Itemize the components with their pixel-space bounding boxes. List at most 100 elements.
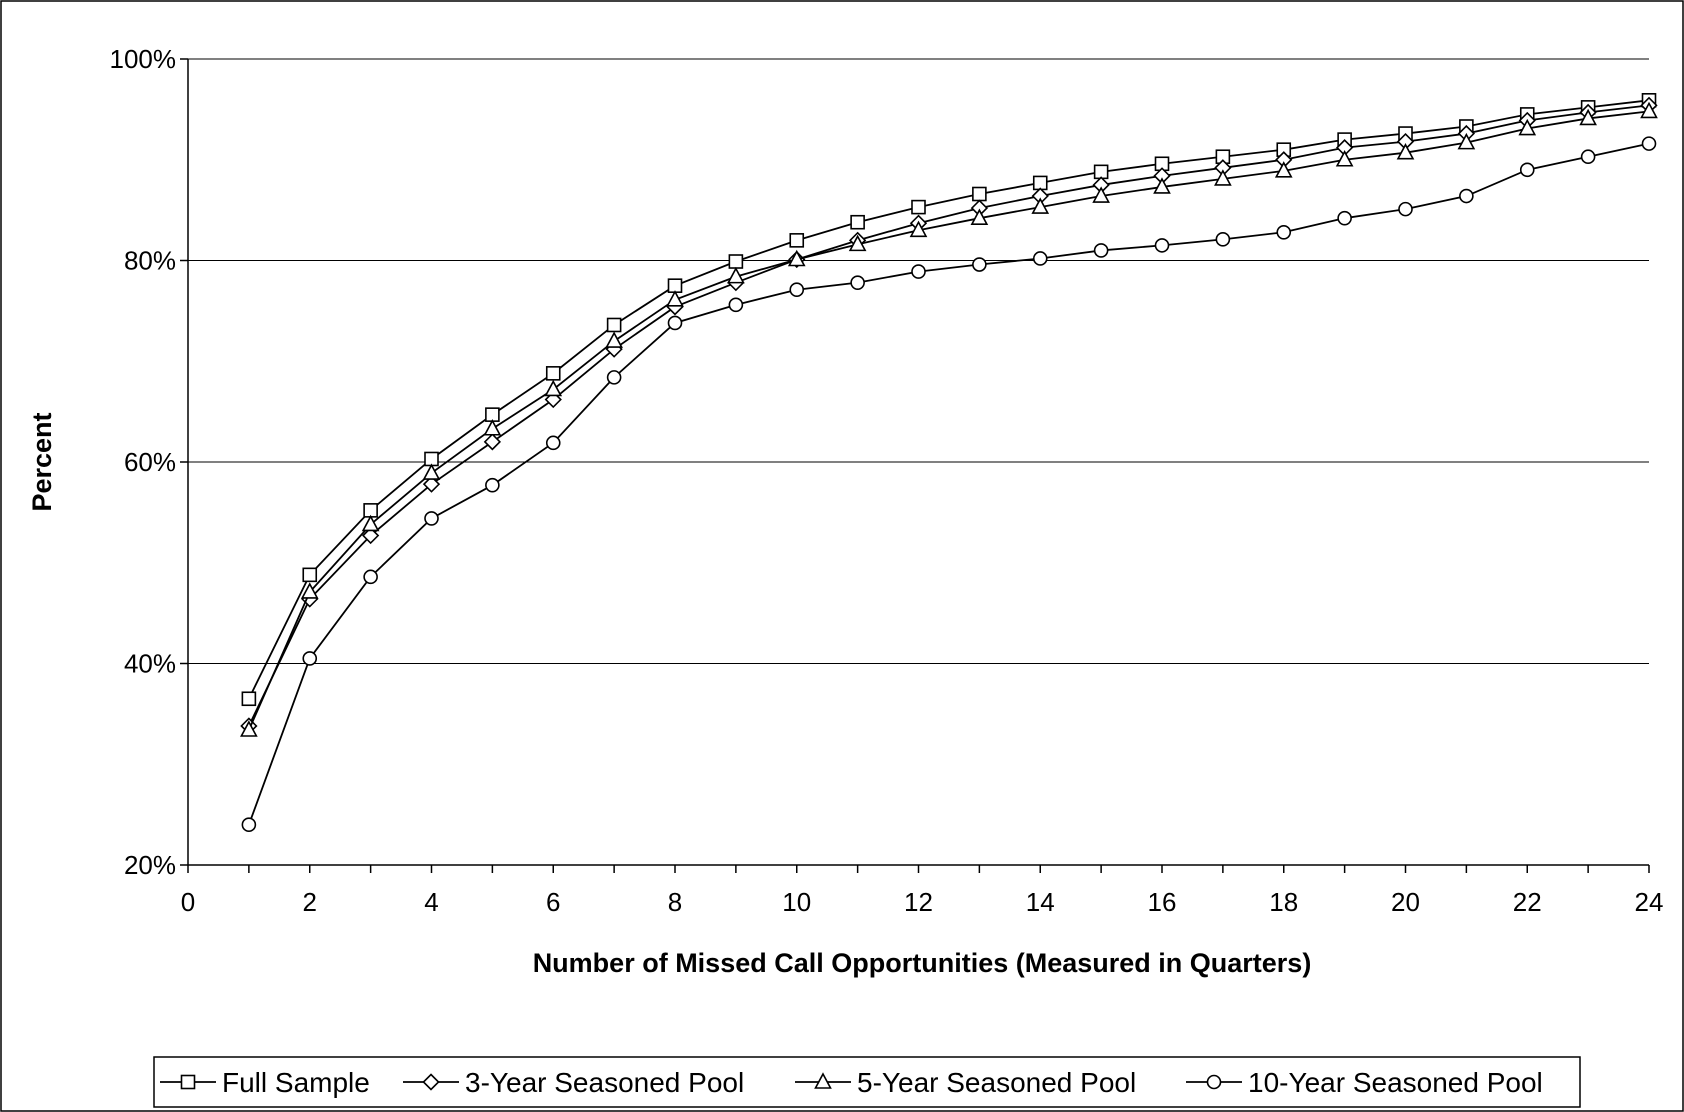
data-point-triangle	[970, 208, 989, 225]
data-point-triangle	[1518, 118, 1537, 136]
x-tick-label: 14	[1026, 887, 1055, 917]
x-tick-label: 16	[1148, 887, 1177, 917]
legend-label: 3-Year Seasoned Pool	[465, 1067, 744, 1098]
data-point-triangle	[1031, 197, 1050, 214]
x-tick-label: 0	[181, 887, 195, 917]
data-point-circle	[1154, 238, 1170, 253]
x-tick-label: 12	[904, 887, 933, 917]
data-point-triangle	[1457, 132, 1476, 150]
data-point-square	[241, 691, 257, 707]
axes	[180, 58, 1650, 873]
series-line	[248, 142, 1650, 826]
series-triangle	[240, 101, 1658, 737]
data-point-triangle	[848, 234, 867, 252]
data-point-triangle	[1396, 143, 1415, 160]
data-point-circle	[667, 315, 683, 331]
data-point-circle	[1337, 210, 1352, 226]
y-tick-label: 80%	[124, 246, 176, 276]
data-point-triangle	[422, 463, 441, 480]
series-line	[248, 110, 1650, 731]
x-axis-title: Number of Missed Call Opportunities (Mea…	[533, 948, 1312, 978]
data-point-square	[911, 199, 926, 215]
y-tick-label: 40%	[124, 649, 176, 679]
y-axis-title: Percent	[27, 412, 57, 511]
data-point-circle	[1093, 243, 1109, 258]
data-point-triangle	[666, 290, 684, 307]
data-point-triangle	[361, 514, 380, 532]
data-point-square	[789, 233, 805, 248]
data-point-circle	[1276, 224, 1292, 240]
x-tick-label: 4	[424, 887, 438, 917]
legend-entry: Full Sample	[160, 1067, 370, 1098]
legend-label: 5-Year Seasoned Pool	[857, 1067, 1136, 1098]
data-point-triangle	[1092, 186, 1110, 203]
x-tick-label: 2	[303, 887, 317, 917]
series-group	[240, 93, 1658, 833]
data-point-square	[972, 186, 987, 202]
data-point-triangle	[1153, 177, 1171, 194]
data-point-circle	[1398, 201, 1413, 217]
data-point-circle	[1459, 188, 1474, 204]
x-tick-label: 6	[546, 887, 560, 917]
data-point-circle	[1580, 149, 1596, 165]
legend-marker-diamond	[422, 1073, 440, 1091]
data-point-circle	[424, 511, 439, 526]
data-point-circle	[972, 257, 987, 272]
data-point-circle	[1519, 162, 1535, 178]
x-tick-label: 24	[1635, 887, 1664, 917]
data-point-circle	[1215, 232, 1231, 247]
legend-entry: 10-Year Seasoned Pool	[1186, 1067, 1543, 1098]
x-tick-label: 22	[1513, 887, 1542, 917]
legend-marker-square	[180, 1074, 196, 1090]
data-point-triangle	[240, 720, 258, 737]
legend-box	[153, 1056, 1581, 1108]
data-point-diamond	[422, 475, 441, 493]
data-point-square	[728, 254, 744, 269]
data-point-square	[850, 214, 865, 230]
data-point-circle	[485, 477, 500, 493]
y-tick-label: 100%	[110, 44, 177, 74]
data-point-circle	[363, 569, 378, 585]
data-point-square	[606, 317, 622, 333]
data-point-triangle	[544, 379, 563, 397]
data-point-circle	[1641, 136, 1657, 151]
y-tick-label: 20%	[124, 850, 176, 880]
legend-entry: 5-Year Seasoned Pool	[795, 1067, 1136, 1098]
data-point-circle	[911, 264, 926, 279]
x-tick-label: 20	[1391, 887, 1420, 917]
data-point-triangle	[1640, 101, 1658, 119]
legend-marker-circle	[1206, 1074, 1222, 1090]
series-circle	[241, 136, 1657, 833]
data-point-diamond	[483, 433, 502, 451]
x-tick-label: 10	[782, 887, 811, 917]
data-point-circle	[850, 275, 865, 290]
data-point-diamond	[361, 526, 380, 545]
data-point-triangle	[1579, 108, 1597, 126]
data-point-circle	[545, 435, 561, 451]
legend: Full Sample 3-Year Seasoned Pool 5-Year Se…	[153, 1056, 1581, 1108]
data-point-triangle	[483, 419, 502, 436]
data-point-triangle	[1274, 161, 1293, 178]
legend-entry: 3-Year Seasoned Pool	[403, 1067, 744, 1098]
data-point-circle	[728, 297, 744, 313]
data-point-triangle	[300, 582, 319, 599]
data-point-triangle	[1335, 150, 1354, 167]
data-point-triangle	[787, 249, 806, 267]
data-point-circle	[606, 370, 622, 385]
data-point-circle	[241, 817, 257, 833]
series-line	[248, 104, 1650, 727]
x-tick-label: 18	[1269, 887, 1298, 917]
data-point-triangle	[605, 331, 623, 348]
x-tick-label: 8	[668, 887, 682, 917]
data-point-triangle	[1214, 169, 1232, 186]
data-point-circle	[789, 282, 805, 298]
data-point-circle	[302, 651, 318, 666]
series-line	[248, 99, 1650, 700]
legend-label: 10-Year Seasoned Pool	[1248, 1067, 1543, 1098]
y-tick-label: 60%	[124, 447, 176, 477]
data-point-square	[302, 567, 318, 583]
tick-labels: 20%40%60%80%100%0 2 4 6 8 10 12 14 16 18 20 22 24	[110, 44, 1664, 917]
data-point-square	[545, 366, 561, 381]
legend-label: Full Sample	[222, 1067, 370, 1098]
